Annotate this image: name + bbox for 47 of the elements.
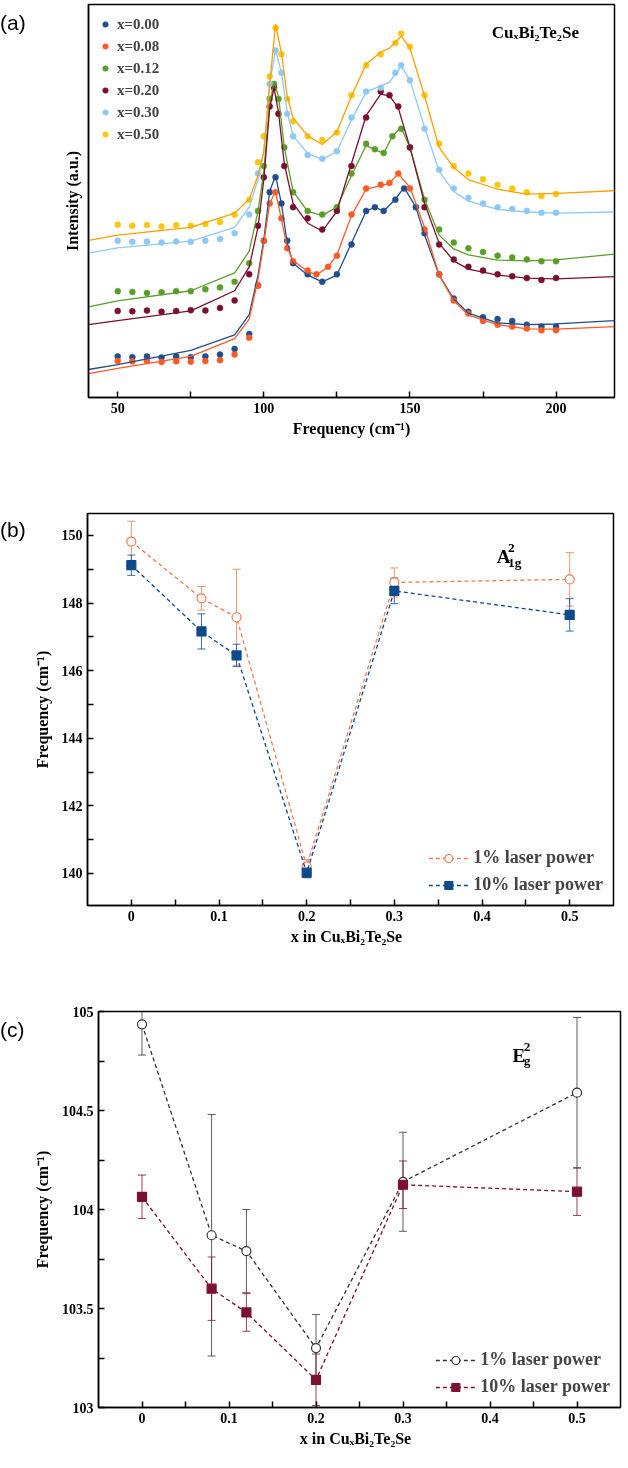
legend-label: 1% laser power xyxy=(473,847,594,868)
legend-label: x=0.08 xyxy=(117,36,160,56)
x-tick-label: 0.1 xyxy=(210,908,228,924)
annotation: CuₓBi₂Te₂Se xyxy=(491,22,580,42)
legend-label: x=0.50 xyxy=(117,124,160,144)
y-tick-label: 103 xyxy=(72,1400,94,1416)
y-tick-label: 148 xyxy=(61,596,83,612)
x-axis-title: x in CuₓBi₂Te₂Se xyxy=(290,927,403,945)
y-tick-label: 103.5 xyxy=(62,1301,94,1317)
y-tick-label: 146 xyxy=(61,663,83,679)
y-tick-label: 150 xyxy=(61,528,83,544)
y-tick-label: 105 xyxy=(72,1004,94,1020)
legend-label: x=0.00 xyxy=(117,14,160,34)
legend-label: x=0.30 xyxy=(117,102,160,122)
legend-label: 10% laser power xyxy=(480,1376,610,1397)
x-tick-label: 0.5 xyxy=(568,1410,586,1426)
x-tick-label: 50 xyxy=(110,400,125,416)
x-tick-label: 0.4 xyxy=(473,908,491,924)
x-tick-label: 0.3 xyxy=(385,908,404,924)
x-tick-label: 0 xyxy=(127,908,135,924)
x-tick-label: 0 xyxy=(138,1410,146,1426)
legend-label: x=0.12 xyxy=(117,58,160,78)
text: (a) xyxy=(0,10,26,36)
text: (b) xyxy=(0,517,26,543)
legend-label: 10% laser power xyxy=(473,874,603,895)
y-axis-title: Frequency (cm⁻¹) xyxy=(33,650,52,769)
x-tick-label: 0.1 xyxy=(220,1410,238,1426)
x-tick-label: 0.2 xyxy=(307,1410,325,1426)
y-axis-title: Intensity (a.u.) xyxy=(63,150,82,251)
y-tick-label: 144 xyxy=(61,731,83,747)
x-axis-title: Frequency (cm⁻¹) xyxy=(292,419,411,438)
x-tick-label: 0.3 xyxy=(394,1410,412,1426)
legend-label: 1% laser power xyxy=(480,1349,601,1370)
x-tick-label: 100 xyxy=(253,400,275,416)
x-tick-label: 0.5 xyxy=(560,908,579,924)
y-axis-title: Frequency (cm⁻¹) xyxy=(34,1150,52,1269)
y-tick-label: 104.5 xyxy=(62,1103,94,1119)
legend-label: x=0.20 xyxy=(117,80,160,100)
text: (c) xyxy=(0,1017,25,1043)
y-tick-label: 142 xyxy=(61,798,83,814)
x-tick-label: 200 xyxy=(545,400,567,416)
x-tick-label: 150 xyxy=(399,400,421,416)
y-tick-label: 140 xyxy=(61,866,83,882)
x-tick-label: 0.4 xyxy=(481,1410,499,1426)
x-axis-title: x in CuₓBi₂Te₂Se xyxy=(299,1429,412,1447)
y-tick-label: 104 xyxy=(72,1202,94,1218)
x-tick-label: 0.2 xyxy=(297,908,316,924)
